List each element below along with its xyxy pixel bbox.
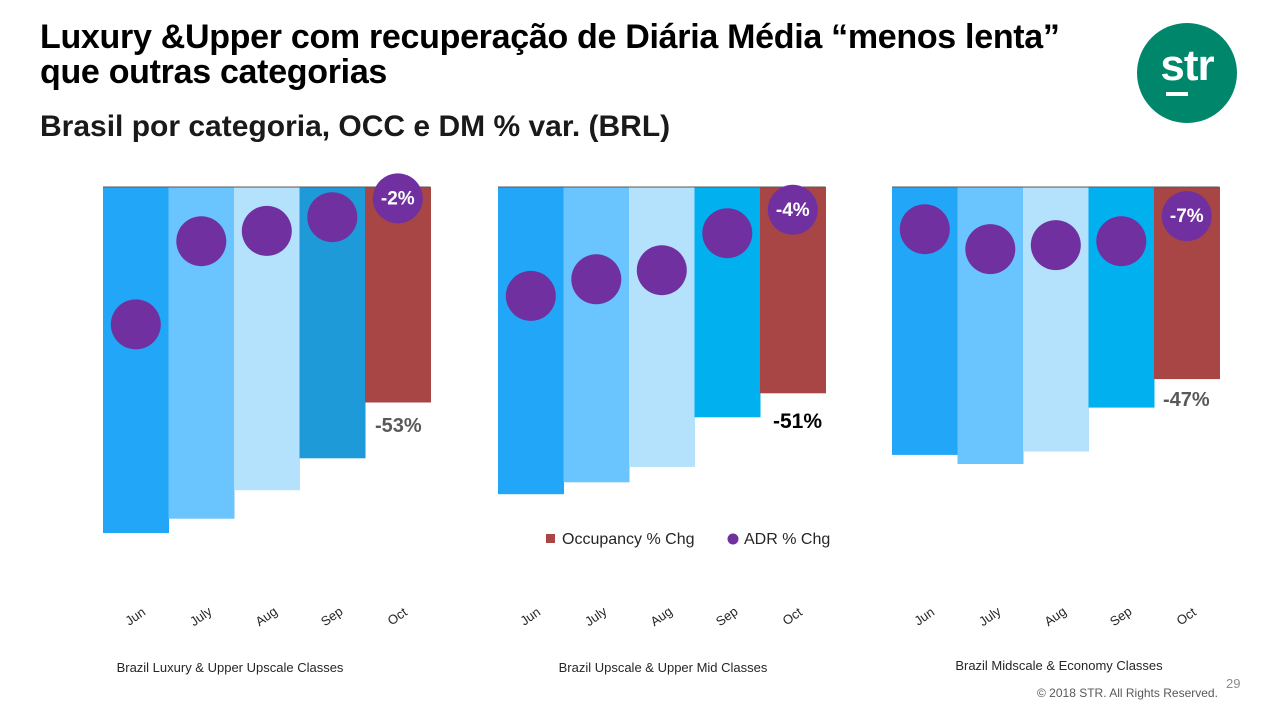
category-tick-label: Oct: [780, 604, 805, 628]
slide-title: Luxury &Upper com recuperação de Diária …: [40, 18, 1060, 91]
category-tick-label: Oct: [385, 604, 410, 628]
occupancy-data-label-3: -47%: [1163, 389, 1210, 411]
adr-marker-2-oct: [767, 184, 818, 235]
category-tick-label: Sep: [318, 604, 346, 630]
adr-marker-3-jun: [899, 204, 950, 255]
adr-marker-1-oct: [372, 173, 423, 224]
adr-marker-3-oct: [1161, 191, 1212, 242]
occupancy-data-label-2: -51%: [773, 410, 822, 433]
category-tick-label: Aug: [647, 604, 675, 630]
legend-adr-label: ADR % Chg: [744, 531, 830, 548]
str-logo-text: str: [1160, 41, 1214, 90]
category-tick-label: Aug: [252, 604, 280, 630]
category-tick-label: Oct: [1174, 604, 1199, 628]
adr-marker-2-sep: [702, 208, 753, 259]
adr-data-label-3: -7%: [1170, 206, 1204, 227]
adr-data-label-1: -2%: [381, 188, 415, 209]
adr-marker-3-july: [965, 224, 1016, 275]
str-logo: str: [1137, 23, 1237, 123]
group-label-2: Brazil Upscale & Upper Mid Classes: [559, 660, 768, 675]
adr-data-label-2: -4%: [776, 200, 810, 221]
legend-adr-swatch: [727, 533, 739, 545]
adr-marker-2-aug: [636, 245, 687, 296]
legend-occupancy-label: Occupancy % Chg: [562, 531, 695, 548]
category-tick-label: July: [976, 603, 1004, 629]
occupancy-bar-2-july: [563, 187, 630, 483]
category-tick-label: Sep: [1107, 604, 1135, 630]
group-label-3: Brazil Midscale & Economy Classes: [955, 658, 1163, 673]
str-logo-underline: [1166, 92, 1188, 96]
category-tick-label: Jun: [517, 604, 543, 628]
adr-marker-1-sep: [307, 192, 358, 243]
category-tick-label: Jun: [911, 604, 937, 628]
adr-marker-2-jun: [505, 270, 556, 321]
category-tick-label: Aug: [1041, 604, 1069, 630]
copyright-footer: © 2018 STR. All Rights Reserved.: [1037, 686, 1218, 700]
adr-marker-3-sep: [1096, 216, 1147, 267]
group-label-1: Brazil Luxury & Upper Upscale Classes: [117, 660, 344, 675]
adr-marker-1-jun: [110, 299, 161, 350]
adr-marker-1-aug: [241, 205, 292, 256]
occupancy-bar-2-jun: [498, 187, 564, 495]
adr-marker-3-aug: [1030, 220, 1081, 271]
occupancy-data-label-1: -53%: [375, 415, 422, 437]
category-tick-label: July: [187, 603, 215, 629]
category-tick-label: Jun: [122, 604, 148, 628]
adr-marker-1-july: [176, 216, 227, 267]
occupancy-bar-2-aug: [629, 187, 695, 467]
category-tick-label: Sep: [713, 604, 741, 630]
category-tick-label: July: [582, 603, 610, 629]
legend-occupancy-swatch: [546, 534, 555, 543]
occupancy-bar-1-jun: [103, 187, 169, 533]
page-number: 29: [1226, 676, 1241, 691]
slide-subtitle: Brasil por categoria, OCC e DM % var. (B…: [40, 110, 671, 143]
adr-marker-2-july: [571, 254, 622, 305]
